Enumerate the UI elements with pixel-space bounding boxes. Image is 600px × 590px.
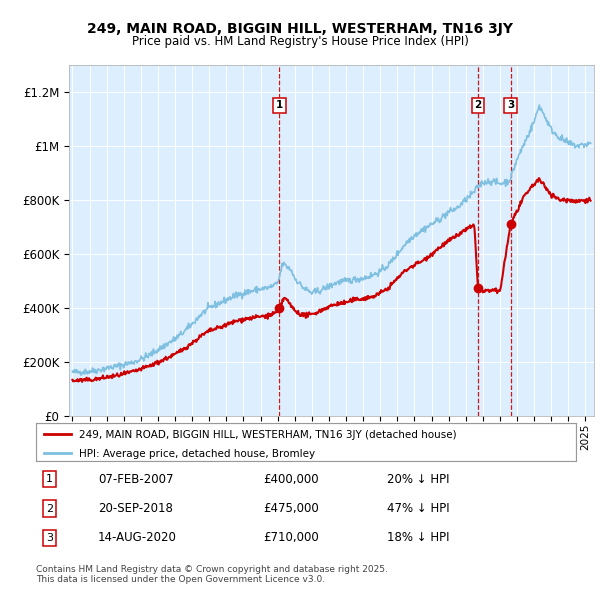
Text: 20% ↓ HPI: 20% ↓ HPI	[387, 473, 449, 486]
Text: 2: 2	[46, 504, 53, 513]
Text: £400,000: £400,000	[263, 473, 319, 486]
Text: 3: 3	[507, 100, 514, 110]
Text: Price paid vs. HM Land Registry's House Price Index (HPI): Price paid vs. HM Land Registry's House …	[131, 35, 469, 48]
Text: 14-AUG-2020: 14-AUG-2020	[98, 531, 177, 545]
Text: 1: 1	[46, 474, 53, 484]
Text: 07-FEB-2007: 07-FEB-2007	[98, 473, 173, 486]
Text: 249, MAIN ROAD, BIGGIN HILL, WESTERHAM, TN16 3JY (detached house): 249, MAIN ROAD, BIGGIN HILL, WESTERHAM, …	[79, 430, 457, 440]
Text: 20-SEP-2018: 20-SEP-2018	[98, 502, 173, 515]
Text: £710,000: £710,000	[263, 531, 319, 545]
Text: 1: 1	[276, 100, 283, 110]
Text: Contains HM Land Registry data © Crown copyright and database right 2025.
This d: Contains HM Land Registry data © Crown c…	[36, 565, 388, 584]
Text: 2: 2	[475, 100, 482, 110]
Text: HPI: Average price, detached house, Bromley: HPI: Average price, detached house, Brom…	[79, 449, 316, 458]
Text: 18% ↓ HPI: 18% ↓ HPI	[387, 531, 449, 545]
Text: £475,000: £475,000	[263, 502, 319, 515]
Text: 3: 3	[46, 533, 53, 543]
Text: 249, MAIN ROAD, BIGGIN HILL, WESTERHAM, TN16 3JY: 249, MAIN ROAD, BIGGIN HILL, WESTERHAM, …	[87, 22, 513, 37]
Text: 47% ↓ HPI: 47% ↓ HPI	[387, 502, 449, 515]
